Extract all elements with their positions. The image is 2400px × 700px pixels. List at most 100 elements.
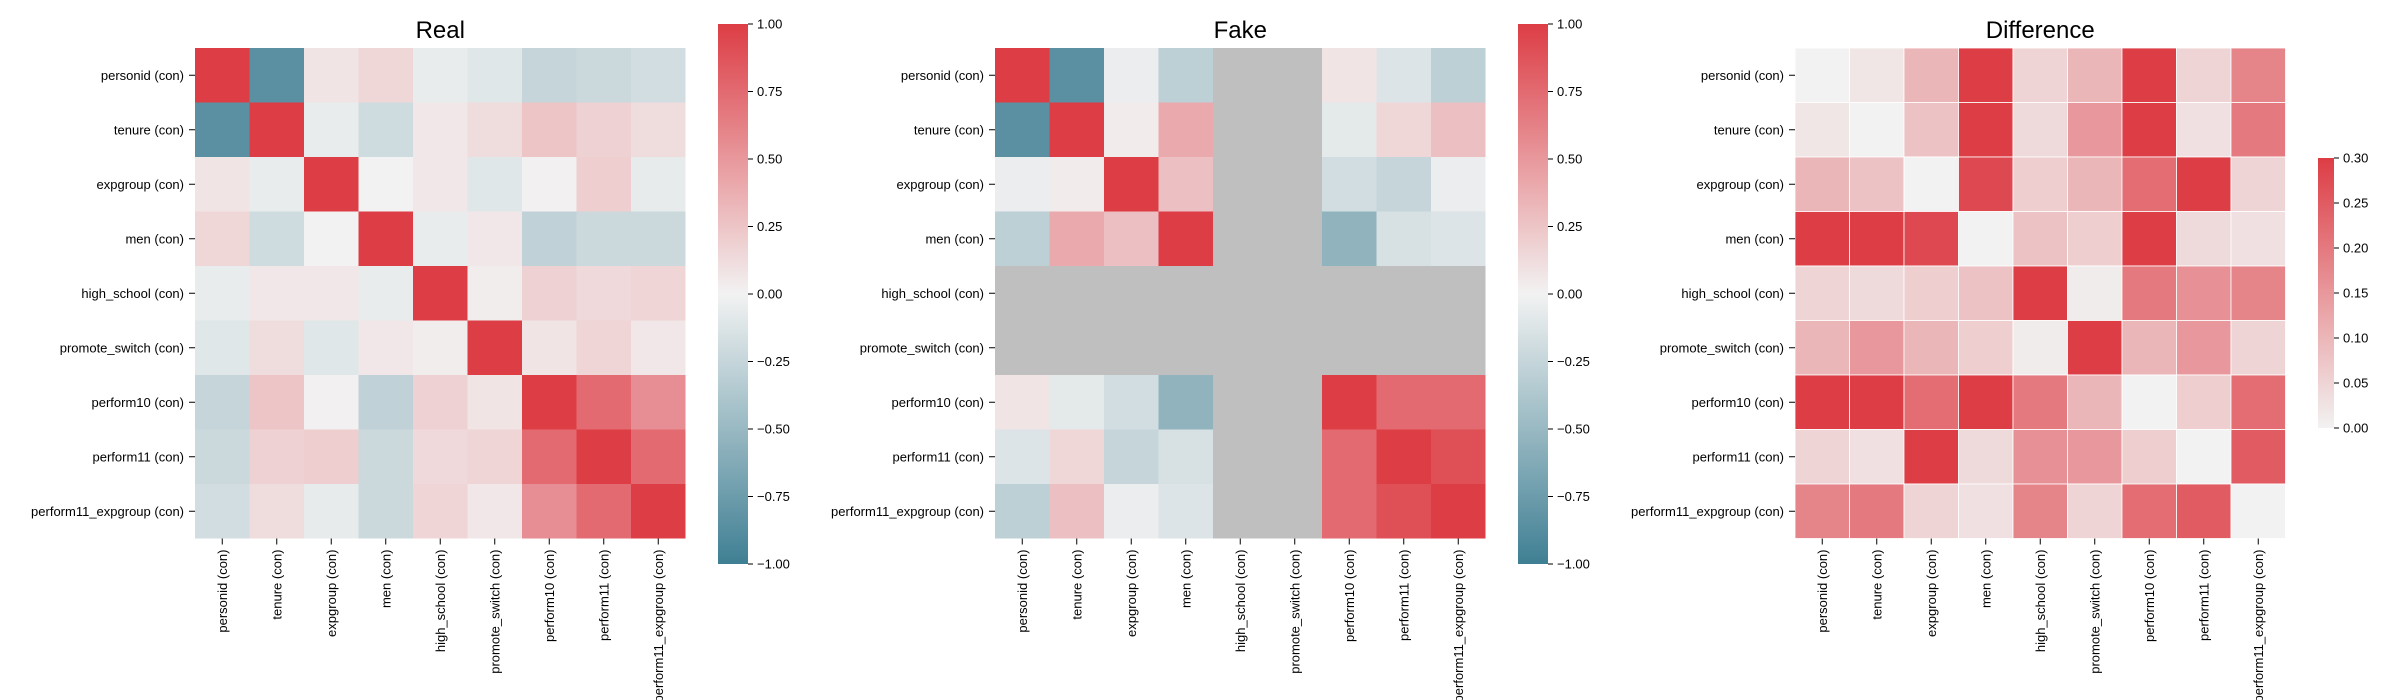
heatmap-cell [249,429,304,484]
heatmap-cell [413,157,468,212]
colorbar: 0.30 0.25 0.20 0.15 0.10 0.05 0.00 [2318,151,2368,436]
heatmap-cell [2121,102,2177,158]
chart-title-real: Real [416,17,465,44]
col-tick-label: perform11_expgroup (con) [2251,550,2266,700]
heatmap-cell [1794,47,1850,103]
heatmap-cell [2176,47,2232,103]
heatmap-cell [1049,484,1104,539]
heatmap-cell [1794,320,1850,376]
heatmap-cell [1794,429,1850,485]
heatmap-cell [522,484,577,539]
heatmap-cell [1267,320,1322,375]
heatmap-cell [195,375,250,430]
heatmap-cell [995,429,1050,484]
col-tick-label: perform10 (con) [1342,550,1357,642]
heatmap-cell [1049,48,1104,103]
heatmap-cell [1049,266,1104,321]
heatmap-cell [467,375,522,430]
heatmap-cell [576,429,631,484]
col-tick-label: perform11 (con) [596,550,611,642]
heatmap-cell [1322,320,1377,375]
heatmap-cell [2230,265,2286,321]
row-tick-label: personid (con) [901,68,984,83]
heatmap-cell [2012,156,2068,212]
heatmap-cell [2176,320,2232,376]
colorbar-tick-label: 0.25 [757,219,782,234]
heatmap-cell [358,484,413,539]
heatmap-cell [304,320,359,375]
heatmap-cell [576,375,631,430]
row-tick-label: personid (con) [101,68,184,83]
heatmap-cell [576,48,631,103]
heatmap-cell [1376,48,1431,103]
heatmap-cell [2012,211,2068,267]
heatmap-cell [413,211,468,266]
row-tick-label: perform11 (con) [92,449,184,464]
heatmap-cell [249,484,304,539]
heatmap-cell [1376,484,1431,539]
row-tick-label: promote_switch (con) [1660,340,1784,355]
heatmap-cell [1849,102,1905,158]
heatmap-cell [1431,320,1486,375]
heatmap-cell [249,157,304,212]
heatmap-cell [1376,429,1431,484]
heatmap-cell [2067,47,2123,103]
row-tick-label: high_school (con) [81,286,184,301]
col-tick-label: high_school (con) [2033,550,2048,653]
heatmap-cell [1849,265,1905,321]
colorbar-tick-label: −0.50 [757,422,790,437]
row-tick-label: promote_switch (con) [860,340,984,355]
colorbar-tick-label: 1.00 [757,17,782,32]
heatmap-cell [995,320,1050,375]
heatmap-cell [631,429,686,484]
heatmap-cell [631,157,686,212]
heatmap-cell [1376,375,1431,430]
col-tick-label: perform11_expgroup (con) [1451,550,1466,700]
heatmap-cell [304,211,359,266]
heatmap-cell [1903,429,1959,485]
heatmap-cell [2121,483,2177,539]
row-tick-label: perform10 (con) [892,395,984,410]
heatmap-cell [631,48,686,103]
heatmap-cell [467,266,522,321]
heatmap-panel-difference: Difference personid (con) tenure (con) exp… [1631,17,2368,700]
col-tick-label: perform11_expgroup (con) [651,550,666,700]
colorbar-tick-label: −1.00 [757,557,790,572]
heatmap-cell [1213,48,1268,103]
heatmap-cell [631,375,686,430]
heatmap-cell [2176,265,2232,321]
heatmap-cell [522,157,577,212]
heatmap-cell [631,320,686,375]
heatmap-cell [1431,102,1486,157]
heatmap-cell [631,266,686,321]
heatmap-cell [358,266,413,321]
heatmap-cell [413,48,468,103]
heatmap-cell [1049,429,1104,484]
heatmap-cell [1213,429,1268,484]
heatmap-cell [1213,375,1268,430]
heatmap-cell [2176,156,2232,212]
heatmap-cell [2067,211,2123,267]
heatmap-cell [1376,266,1431,321]
colorbar: 1.00 0.75 0.50 0.25 0.00 −0.25 −0.50 −0.75 −1.00 [1518,17,1590,572]
colorbar-gradient [2318,158,2334,428]
colorbar-tick-label: 0.10 [2343,331,2368,346]
col-tick-label: personid (con) [1015,550,1030,633]
heatmap-cell [1267,484,1322,539]
heatmap-cell [413,484,468,539]
heatmap-cell [1267,429,1322,484]
heatmap-cell [1794,374,1850,430]
heatmap-cell [1213,266,1268,321]
col-tick-label: perform11 (con) [1396,550,1411,642]
heatmap-cell [1267,157,1322,212]
heatmap-cell [576,484,631,539]
heatmap-cell [995,211,1050,266]
heatmap-cell [1376,211,1431,266]
heatmap-cell [576,102,631,157]
heatmap-cell [195,320,250,375]
colorbar-tick-label: 0.00 [1557,287,1582,302]
heatmap-cell [1431,211,1486,266]
heatmap-cell [1431,484,1486,539]
heatmap-cell [2121,156,2177,212]
heatmap-cell [467,429,522,484]
